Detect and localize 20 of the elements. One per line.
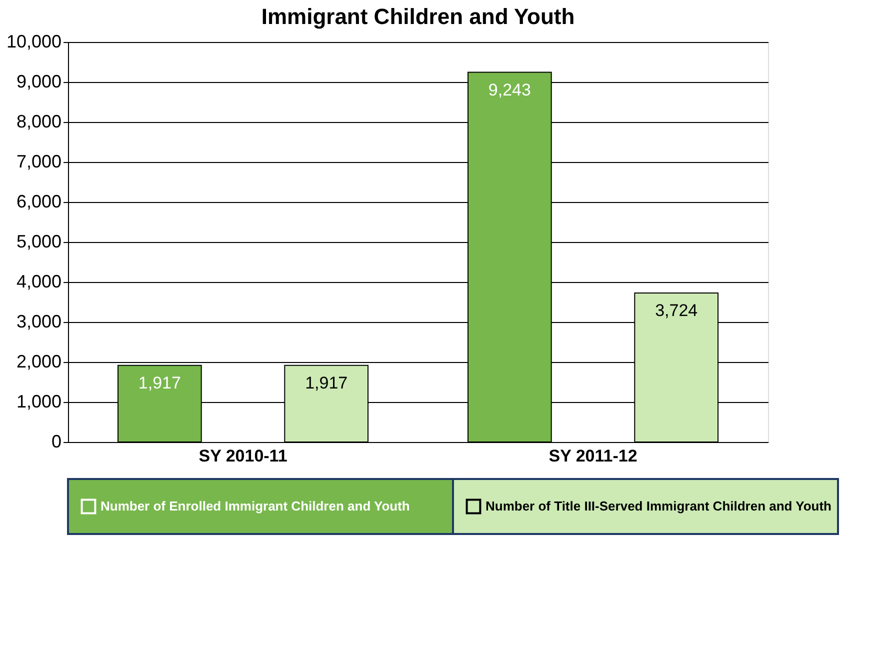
legend-label: Number of Enrolled Immigrant Children and Youth [100, 498, 410, 514]
y-tick-label: 5,000 [16, 232, 62, 252]
y-tick-label: 4,000 [16, 272, 62, 292]
y-tick-label: 7,000 [16, 152, 62, 172]
y-tick-label: 9,000 [16, 72, 62, 92]
data-label: 9,243 [488, 80, 531, 100]
y-tick-label: 6,000 [16, 192, 62, 212]
y-tick-label: 3,000 [16, 312, 62, 332]
x-tick-label: SY 2011-12 [548, 446, 638, 466]
y-tick-label: 10,000 [6, 32, 62, 52]
x-tick-label: SY 2010-11 [198, 446, 288, 466]
data-label: 3,724 [655, 301, 698, 320]
y-tick-label: 0 [51, 432, 62, 452]
data-label: 1,917 [305, 373, 348, 392]
y-tick-label: 8,000 [16, 112, 62, 132]
chart-title: Immigrant Children and Youth [261, 4, 575, 29]
legend-label: Number of Title III-Served Immigrant Children and Youth [486, 498, 832, 514]
y-tick-label: 1,000 [16, 392, 62, 412]
data-label: 1,917 [138, 373, 181, 392]
y-tick-label: 2,000 [16, 352, 62, 372]
